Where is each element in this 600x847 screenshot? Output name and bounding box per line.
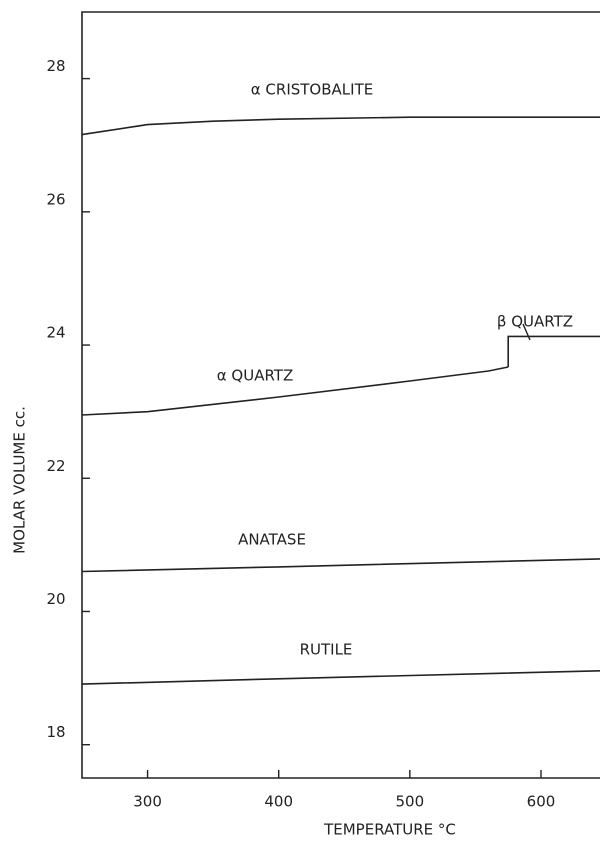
- y-tick-label: 26: [46, 190, 65, 208]
- series-line: [81, 366, 509, 416]
- x-axis-title: TEMPERATURE °C: [323, 821, 456, 839]
- y-axis-title: MOLAR VOLUME cc.: [11, 406, 29, 554]
- series-label: α CRISTOBALITE: [251, 81, 373, 99]
- y-tick-label: 22: [46, 457, 65, 475]
- x-tick-label: 500: [396, 793, 425, 811]
- plot-frame: [81, 11, 600, 779]
- y-tick-label: 28: [46, 57, 65, 75]
- series-line: [81, 558, 600, 573]
- y-tick-label: 24: [46, 324, 65, 342]
- y-tick-label: 18: [46, 723, 65, 741]
- series-label: RUTILE: [300, 641, 353, 659]
- x-tick-label: 300: [133, 793, 162, 811]
- series-line: [81, 116, 600, 136]
- series-line: [507, 335, 600, 367]
- y-tick-label: 20: [46, 590, 65, 608]
- series-label: ANATASE: [238, 531, 306, 549]
- series-line: [81, 670, 600, 685]
- x-tick-label: 600: [527, 793, 556, 811]
- series-label: β QUARTZ: [497, 313, 573, 331]
- label-leader: [522, 323, 531, 341]
- series-label: α QUARTZ: [217, 367, 293, 385]
- x-tick-label: 400: [264, 793, 293, 811]
